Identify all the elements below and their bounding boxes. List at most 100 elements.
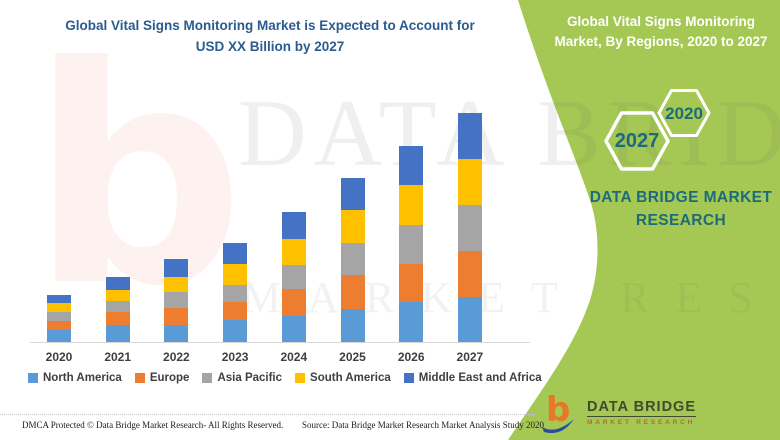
- bar-segment: [281, 239, 306, 265]
- stacked-bar-2023: [223, 243, 248, 342]
- bar-segment: [457, 205, 482, 251]
- side-panel-title-line1: Global Vital Signs Monitoring: [566, 14, 755, 29]
- legend-item: Middle East and Africa: [403, 372, 542, 384]
- bar-segment: [340, 178, 365, 210]
- x-axis-label: 2026: [397, 350, 425, 364]
- bar-segment: [457, 297, 482, 342]
- side-panel-title-line2: Market, By Regions, 2020 to 2027: [554, 34, 768, 50]
- brand-logo: b DATA BRIDGE MARKET RESEARCH: [540, 391, 697, 433]
- bar-segment: [399, 185, 424, 225]
- bar-segment: [281, 289, 306, 316]
- bar-segment: [105, 301, 130, 312]
- x-axis-label: 2021: [104, 350, 132, 364]
- bar-segment: [457, 159, 482, 205]
- legend-label: South America: [310, 372, 391, 384]
- bar-segment: [164, 325, 189, 342]
- stacked-bar-2027: [457, 113, 482, 342]
- bar-segment: [164, 277, 189, 292]
- x-axis-label: 2025: [339, 350, 366, 364]
- bar-segment: [223, 264, 248, 285]
- stacked-bar-2020: [47, 295, 71, 342]
- bar-segment: [164, 292, 189, 308]
- bar-segment: [281, 212, 306, 239]
- x-axis-label: 2022: [163, 350, 190, 364]
- legend-item: North America: [28, 372, 122, 384]
- bar-segment: [457, 113, 482, 159]
- bar-segment: [47, 295, 71, 303]
- bar-segment: [223, 285, 248, 302]
- brand-logo-sub: MARKET RESEARCH: [587, 418, 696, 426]
- bar-segment: [340, 309, 365, 342]
- bar-segment: [281, 265, 306, 289]
- bar-segment: [47, 312, 71, 321]
- bar-segment: [164, 308, 189, 325]
- legend-marker-icon: [134, 373, 145, 383]
- bar-segment: [47, 303, 71, 312]
- bar-segment: [105, 312, 130, 325]
- hexagon-2027-label: 2027: [614, 130, 660, 152]
- chart-title: Global Vital Signs Monitoring Market is …: [10, 16, 530, 58]
- side-panel-brand-text: DATA BRIDGE MARKET RESEARCH: [585, 186, 777, 233]
- bar-segment: [281, 316, 306, 342]
- bar-segment: [164, 259, 189, 277]
- hexagon-2027-icon: [604, 111, 670, 171]
- side-panel-title: Global Vital Signs Monitoring Market, By…: [548, 12, 774, 53]
- footer-copyright: DMCA Protected © Data Bridge Market Rese…: [22, 420, 284, 430]
- stacked-bar-2024: [281, 212, 306, 342]
- legend-label: Europe: [149, 372, 190, 384]
- x-axis-line: [30, 342, 530, 343]
- bar-segment: [105, 290, 130, 301]
- x-axis-label: 2024: [280, 350, 308, 364]
- bar-segment: [340, 210, 365, 243]
- plot-area: [30, 90, 530, 342]
- bar-segment: [399, 264, 424, 302]
- hexagon-2020-label: 2020: [665, 104, 703, 123]
- legend-item: Asia Pacific: [202, 372, 282, 384]
- x-axis-label: 2027: [456, 350, 484, 364]
- x-axis-label: 2023: [221, 350, 249, 364]
- chart-legend: North America Europe Asia Pacific South Ame…: [28, 372, 542, 384]
- footer-divider: [0, 414, 535, 415]
- legend-label: North America: [43, 372, 122, 384]
- hexagon-2020-icon: [657, 89, 711, 137]
- legend-marker-icon: [403, 373, 414, 383]
- brand-logo-name: DATA BRIDGE: [587, 398, 697, 417]
- bar-segment: [340, 275, 365, 309]
- legend-marker-icon: [28, 373, 38, 383]
- bar-segment: [47, 330, 71, 342]
- footer-source: Source: Data Bridge Market Research Mark…: [302, 420, 544, 430]
- stacked-bar-2021: [105, 277, 130, 342]
- bar-segment: [105, 325, 130, 342]
- bar-segment: [399, 225, 424, 264]
- bar-segment: [399, 146, 424, 185]
- legend-label: Middle East and Africa: [418, 372, 542, 384]
- bar-segment: [223, 243, 248, 264]
- x-axis-label: 2020: [45, 350, 73, 364]
- chart-title-line1: Global Vital Signs Monitoring Market is …: [65, 18, 475, 33]
- side-panel-shape: [508, 0, 780, 440]
- legend-marker-icon: [295, 373, 306, 383]
- bar-segment: [223, 302, 248, 320]
- bar-segment: [105, 277, 130, 290]
- legend-label: Asia Pacific: [217, 372, 283, 384]
- bar-segment: [399, 302, 424, 342]
- legend-marker-icon: [202, 373, 213, 383]
- chart-title-line2: USD XX Billion by 2027: [195, 38, 345, 54]
- data-bridge-logo-icon: b: [542, 391, 574, 433]
- bar-segment: [223, 320, 248, 342]
- stacked-bar-2025: [340, 178, 365, 342]
- stacked-bar-2026: [399, 146, 424, 342]
- stacked-bar-2022: [164, 259, 189, 342]
- svg-text:b: b: [546, 391, 570, 430]
- side-panel-brand-line1: DATA BRIDGE MARKET: [589, 189, 773, 206]
- bar-segment: [340, 243, 365, 275]
- x-axis-labels: 2020 2021 2022 2023 2024 2025 2026 2027: [30, 350, 530, 366]
- legend-item: South America: [295, 372, 391, 384]
- bar-segment: [47, 321, 71, 330]
- bar-segment: [457, 251, 482, 297]
- legend-item: Europe: [134, 372, 190, 384]
- side-panel-brand-line2: RESEARCH: [635, 212, 727, 230]
